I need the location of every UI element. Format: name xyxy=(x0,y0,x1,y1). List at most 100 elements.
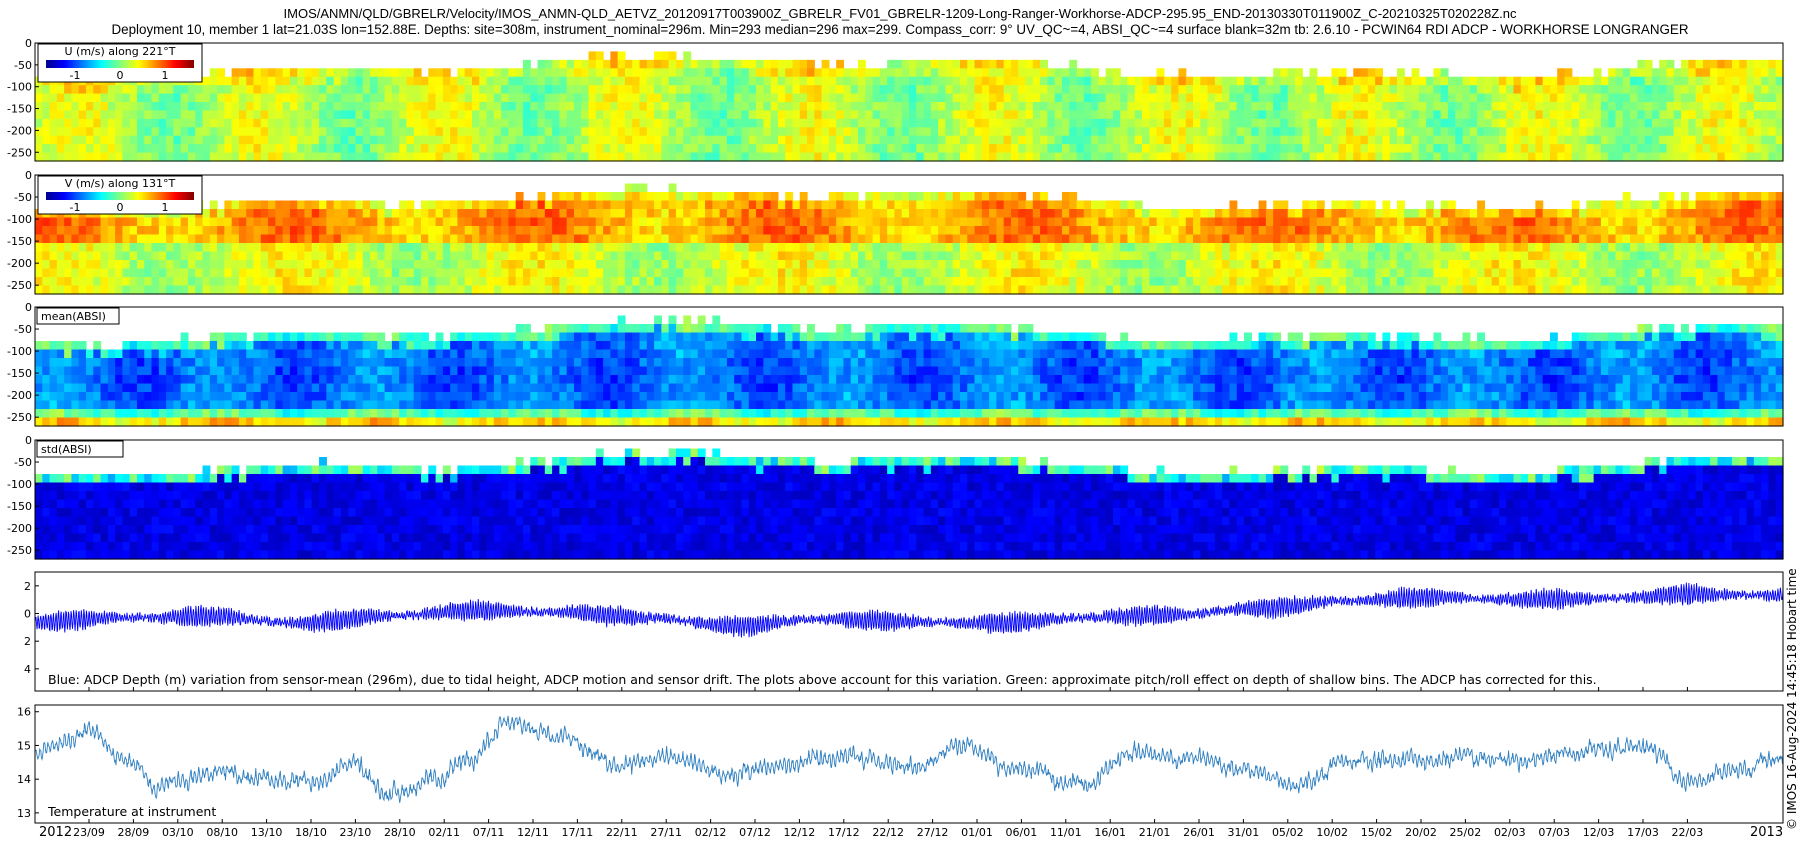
heatmap-cell xyxy=(260,277,269,287)
heatmap-cell xyxy=(1251,93,1260,103)
heatmap-cell xyxy=(399,144,408,154)
heatmap-cell xyxy=(1273,243,1282,253)
heatmap-cell xyxy=(1673,118,1682,128)
heatmap-cell xyxy=(981,135,990,145)
heatmap-cell xyxy=(1156,209,1165,219)
heatmap-cell xyxy=(1477,102,1485,112)
heatmap-cell xyxy=(180,110,189,120)
heatmap-cell xyxy=(1382,76,1391,86)
heatmap-cell xyxy=(399,76,408,86)
heatmap-cell xyxy=(202,285,211,295)
heatmap-cell xyxy=(1579,85,1587,95)
heatmap-cell xyxy=(610,135,619,145)
heatmap-cell xyxy=(253,135,262,145)
heatmap-cell xyxy=(748,234,757,244)
heatmap-cell xyxy=(1273,144,1282,154)
heatmap-cell xyxy=(1447,234,1456,244)
heatmap-cell xyxy=(1149,217,1158,227)
heatmap-cell xyxy=(115,118,123,128)
heatmap-cell xyxy=(916,277,925,287)
heatmap-cell xyxy=(1025,260,1034,270)
heatmap-cell xyxy=(435,217,444,227)
heatmap-cell xyxy=(617,68,626,78)
heatmap-cell xyxy=(457,243,466,253)
heatmap-cell xyxy=(304,285,313,295)
heatmap-cell xyxy=(1069,110,1078,120)
heatmap-cell xyxy=(1222,118,1231,128)
heatmap-cell xyxy=(362,251,371,261)
heatmap-cell xyxy=(1724,59,1733,69)
heatmap-cell xyxy=(275,209,284,219)
heatmap-cell xyxy=(654,277,662,287)
heatmap-cell xyxy=(260,68,269,78)
heatmap-cell xyxy=(654,251,662,261)
heatmap-cell xyxy=(384,152,393,162)
heatmap-cell xyxy=(1426,110,1434,120)
heatmap-cell xyxy=(421,152,429,162)
heatmap-cell xyxy=(1710,135,1719,145)
heatmap-cell xyxy=(1732,110,1740,120)
heatmap-cell xyxy=(1644,110,1653,120)
heatmap-cell xyxy=(559,209,568,219)
heatmap-cell xyxy=(814,226,823,236)
heatmap-cell xyxy=(1171,135,1180,145)
heatmap-cell xyxy=(603,68,611,78)
heatmap-cell xyxy=(1433,243,1442,253)
heatmap-cell xyxy=(1498,226,1507,236)
heatmap-cell xyxy=(1717,85,1726,95)
heatmap-cell xyxy=(1375,243,1384,253)
heatmap-cell xyxy=(1637,68,1646,78)
heatmap-cell xyxy=(1600,102,1609,112)
heatmap-cell xyxy=(530,226,539,236)
heatmap-cell xyxy=(1732,76,1740,86)
heatmap-cell xyxy=(1178,68,1187,78)
heatmap-cell xyxy=(843,192,852,202)
heatmap-cell xyxy=(319,118,327,128)
heatmap-cell xyxy=(1010,277,1019,287)
heatmap-cell xyxy=(78,152,87,162)
heatmap-cell xyxy=(624,110,633,120)
heatmap-cell xyxy=(508,234,517,244)
heatmap-cell xyxy=(807,277,815,287)
heatmap-cell xyxy=(370,152,378,162)
heatmap-cell xyxy=(1222,152,1231,162)
heatmap-cell xyxy=(1338,110,1347,120)
heatmap-cell xyxy=(836,144,845,154)
heatmap-cell xyxy=(850,85,859,95)
heatmap-cell xyxy=(1273,209,1282,219)
heatmap-cell xyxy=(814,76,823,86)
heatmap-cell xyxy=(1593,110,1602,120)
heatmap-cell xyxy=(107,93,116,103)
heatmap-cell xyxy=(1579,127,1587,137)
heatmap-cell xyxy=(836,285,845,295)
heatmap-cell xyxy=(938,59,947,69)
heatmap-cell xyxy=(639,110,648,120)
heatmap-cell xyxy=(1579,93,1587,103)
heatmap-cell xyxy=(1681,76,1689,86)
heatmap-cell xyxy=(107,152,116,162)
heatmap-cell xyxy=(705,59,713,69)
heatmap-cell xyxy=(1098,93,1107,103)
heatmap-cell xyxy=(421,93,429,103)
heatmap-cell xyxy=(442,251,451,261)
heatmap-cell xyxy=(544,277,553,287)
heatmap-cell xyxy=(333,243,342,253)
heatmap-cell xyxy=(763,59,772,69)
heatmap-cell xyxy=(1484,268,1493,278)
heatmap-cell xyxy=(136,251,145,261)
heatmap-cell xyxy=(1018,135,1027,145)
heatmap-cell xyxy=(1775,144,1784,154)
heatmap-cell xyxy=(865,285,874,295)
heatmap-cell xyxy=(1112,277,1121,287)
heatmap-cell xyxy=(1054,243,1063,253)
heatmap-cell xyxy=(1360,226,1369,236)
heatmap-cell xyxy=(1367,226,1376,236)
heatmap-cell xyxy=(1447,135,1456,145)
heatmap-cell xyxy=(1273,110,1282,120)
heatmap-cell xyxy=(180,152,189,162)
heatmap-cell xyxy=(479,93,488,103)
heatmap-cell xyxy=(1295,260,1303,270)
heatmap-cell xyxy=(923,76,932,86)
heatmap-cell xyxy=(624,76,633,86)
heatmap-cell xyxy=(1382,217,1391,227)
